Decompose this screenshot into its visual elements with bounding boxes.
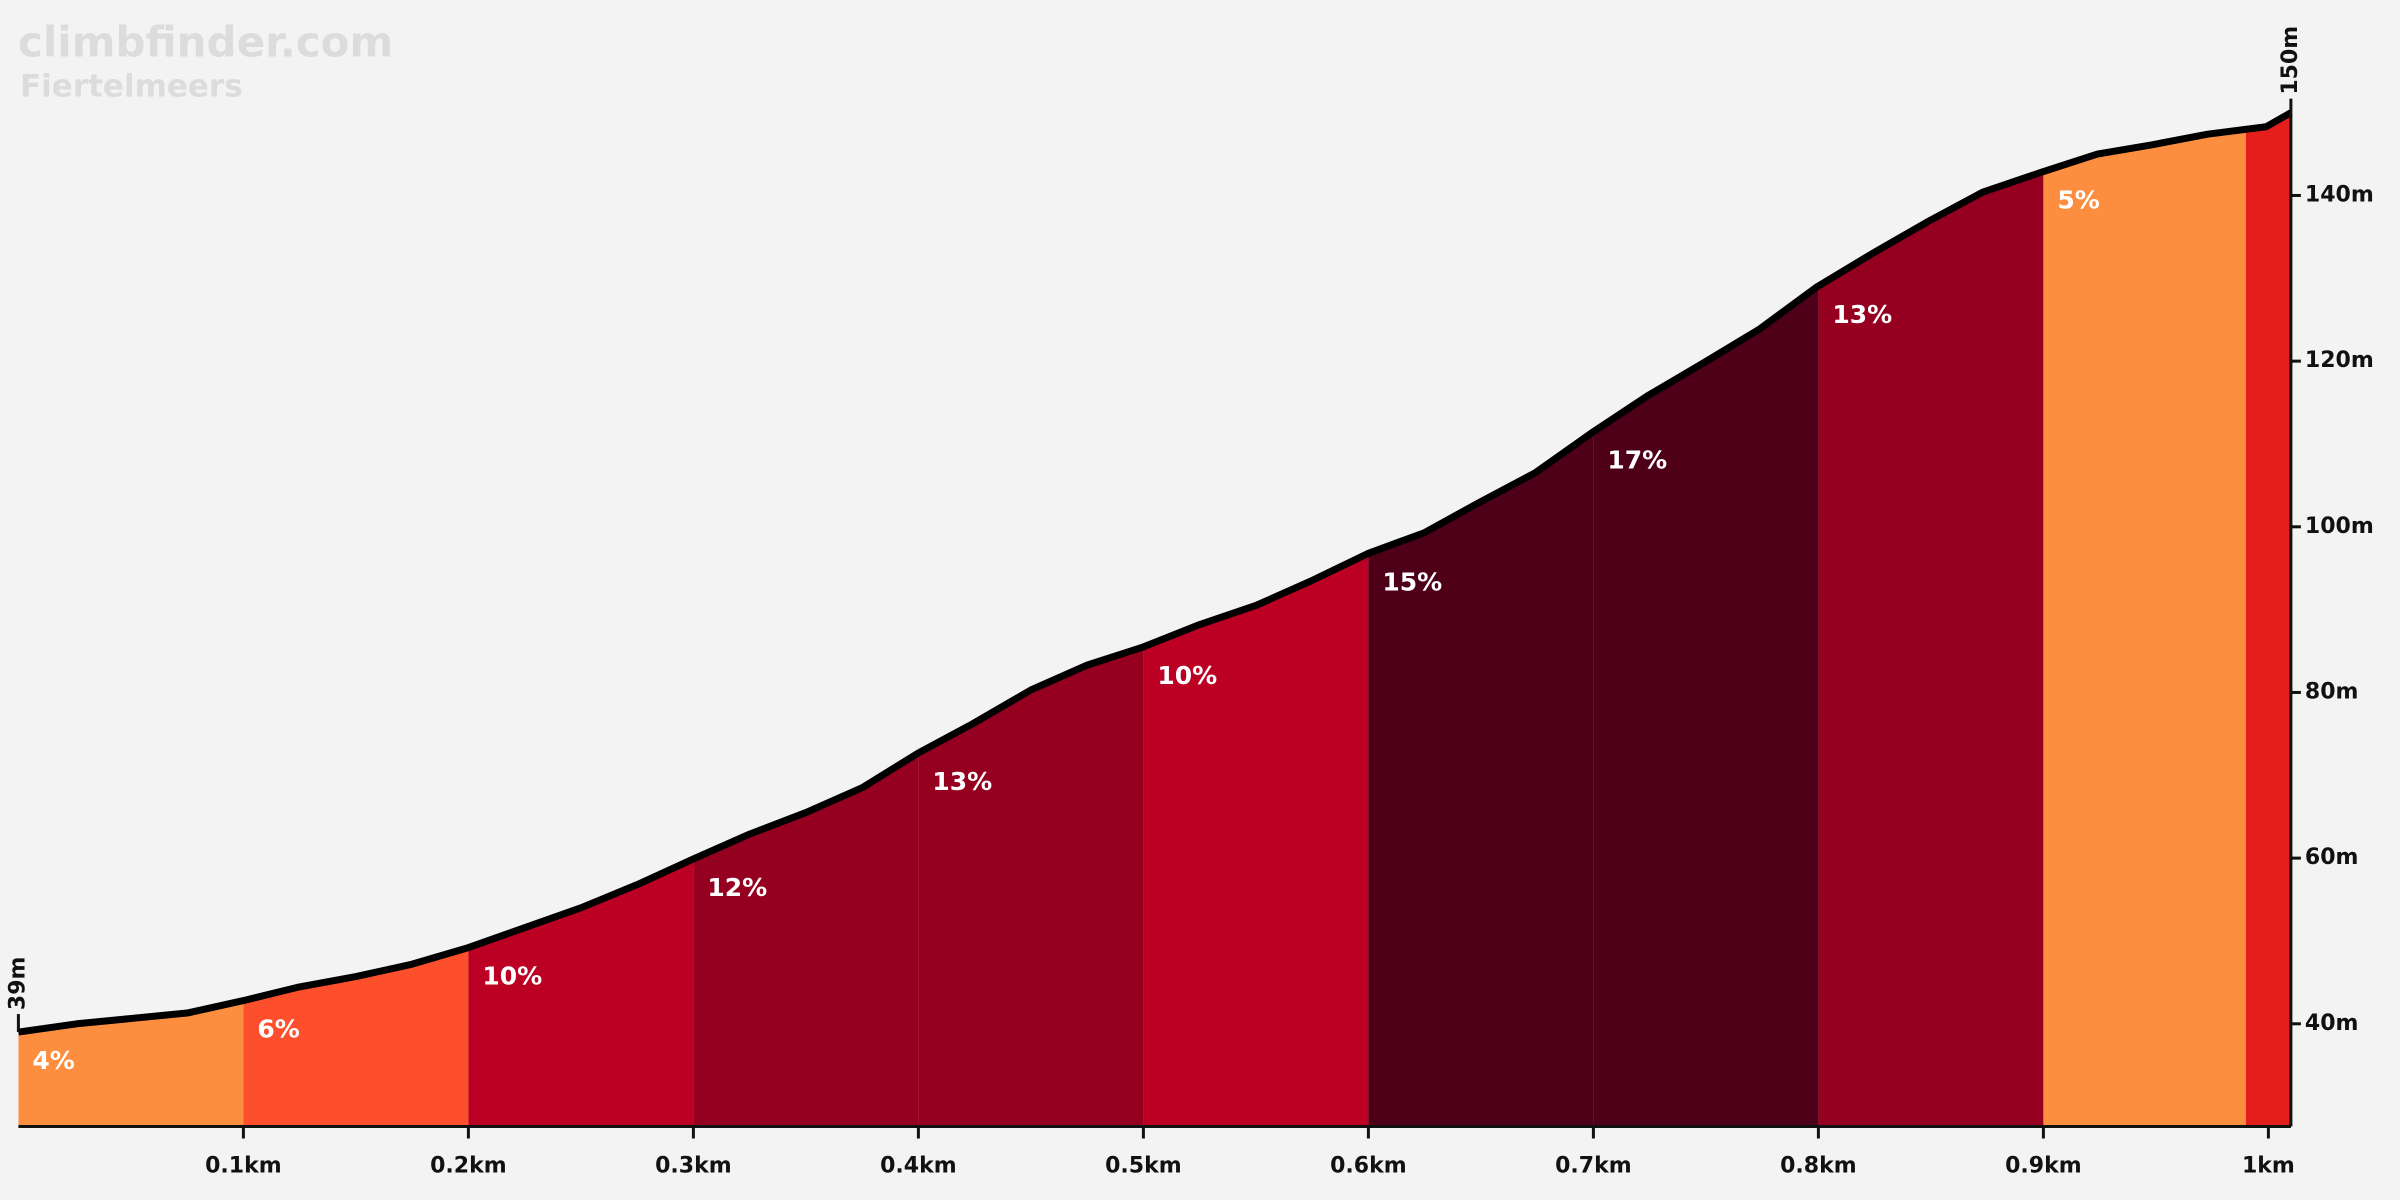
x-tick-label: 0.3km: [655, 1154, 732, 1179]
gradient-segment: [1818, 112, 2044, 1127]
x-tick-label: 0.1km: [205, 1154, 282, 1179]
gradient-label: 4%: [32, 1046, 74, 1075]
gradient-label: 17%: [1607, 446, 1667, 475]
gradient-segment: [2043, 112, 2246, 1127]
end-label: 150m: [2278, 26, 2303, 95]
x-tick-label: 0.2km: [430, 1154, 507, 1179]
gradient-label: 6%: [257, 1015, 299, 1044]
x-tick-label: 0.8km: [1780, 1154, 1857, 1179]
x-tick-label: 0.5km: [1105, 1154, 1182, 1179]
chart-title: climbfinder.com: [18, 18, 393, 67]
y-tick-label: 140m: [2305, 182, 2374, 207]
x-tick-label: 0.9km: [2005, 1154, 2082, 1179]
x-tick-label: 1km: [2242, 1154, 2295, 1179]
gradient-label: 13%: [932, 767, 992, 796]
y-tick-label: 60m: [2305, 845, 2359, 870]
gradient-label: 15%: [1382, 567, 1442, 596]
gradient-segment: [2245, 112, 2291, 1127]
chart-subtitle: Fiertelmeers: [20, 69, 243, 105]
x-tick-label: 0.7km: [1555, 1154, 1632, 1179]
gradient-label: 10%: [482, 962, 542, 991]
elevation-line: [17, 109, 2293, 1036]
x-tick-label: 0.6km: [1330, 1154, 1407, 1179]
y-tick-label: 40m: [2305, 1011, 2359, 1036]
y-tick-label: 100m: [2305, 514, 2374, 539]
y-tick-label: 80m: [2305, 679, 2359, 704]
gradient-label: 12%: [707, 873, 767, 902]
gradient-label: 13%: [1832, 300, 1892, 329]
start-label: 39m: [5, 957, 30, 1011]
gradient-label: 10%: [1157, 661, 1217, 690]
y-tick-label: 120m: [2305, 348, 2374, 373]
gradient-label: 5%: [2057, 186, 2099, 215]
x-tick-label: 0.4km: [880, 1154, 957, 1179]
